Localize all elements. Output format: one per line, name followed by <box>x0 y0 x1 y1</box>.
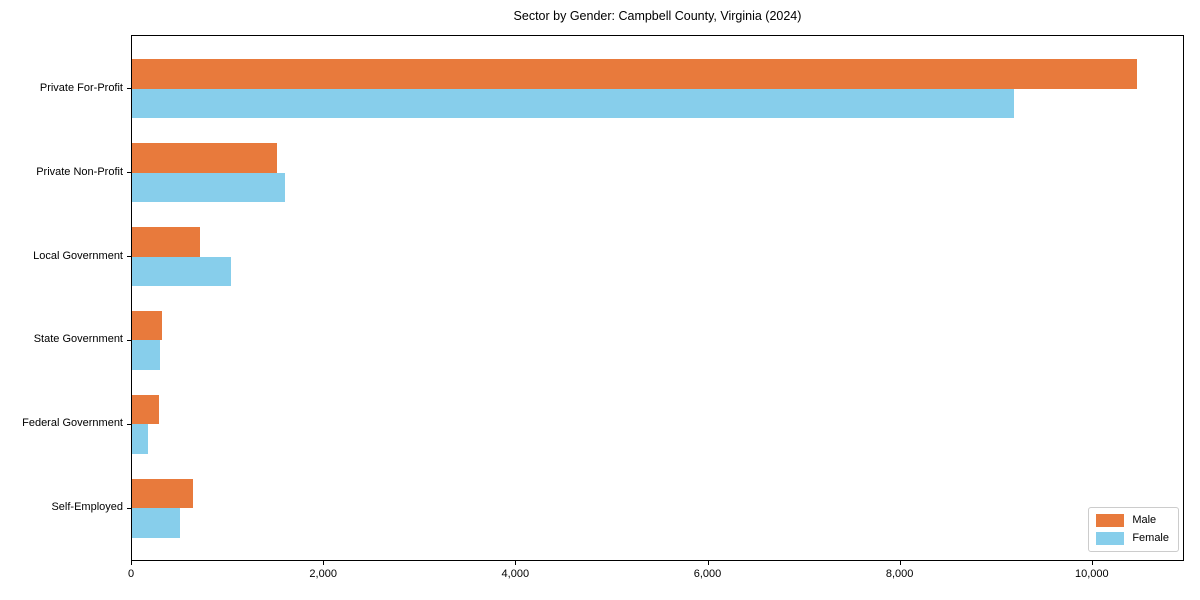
x-tick-label-4000: 4,000 <box>501 568 530 580</box>
y-tick-label-local-government: Local Government <box>33 249 123 262</box>
bar-male-federal-government <box>132 395 159 425</box>
y-tick-label-self-employed: Self-Employed <box>51 501 123 514</box>
bar-male-self-employed <box>132 478 193 509</box>
bar-male-state-government <box>132 311 163 341</box>
y-tick-mark <box>127 172 131 174</box>
x-tick-label-0: 0 <box>127 568 135 580</box>
plot-area: Male Female <box>131 35 1184 561</box>
x-tick-mark <box>1091 561 1093 565</box>
x-tick-mark <box>515 561 517 565</box>
x-tick-mark <box>131 561 132 565</box>
legend-label-male: Male <box>1132 514 1157 526</box>
y-tick-mark <box>127 88 131 90</box>
x-tick-label-2000: 2,000 <box>309 568 337 580</box>
y-tick-mark <box>127 256 131 258</box>
bar-female-state-government <box>132 340 161 370</box>
x-tick-label-8000: 8,000 <box>885 568 914 580</box>
y-tick-mark <box>127 507 131 509</box>
y-tick-label-private-non-profit: Private Non-Profit <box>36 165 123 178</box>
legend-item-female: Female <box>1096 532 1169 545</box>
chart-title: Sector by Gender: Campbell County, Virgi… <box>513 9 802 23</box>
y-tick-mark <box>127 423 131 425</box>
y-tick-label-state-government: State Government <box>33 333 123 346</box>
bar-male-local-government <box>132 227 200 257</box>
x-tick-mark <box>323 561 325 565</box>
bar-female-private-for-profit <box>132 88 1014 119</box>
legend: Male Female <box>1088 507 1179 552</box>
bar-male-private-non-profit <box>132 143 277 173</box>
legend-item-male: Male <box>1096 514 1169 527</box>
y-tick-label-private-for-profit: Private For-Profit <box>39 81 123 94</box>
bar-female-self-employed <box>132 508 180 538</box>
x-tick-mark <box>899 561 901 565</box>
bar-female-private-non-profit <box>132 172 286 203</box>
bar-female-local-government <box>132 256 231 286</box>
x-tick-label-6000: 6,000 <box>693 568 722 580</box>
female-swatch <box>1096 532 1125 545</box>
x-tick-mark <box>707 561 709 565</box>
bar-male-private-for-profit <box>132 59 1137 89</box>
legend-label-female: Female <box>1132 532 1169 544</box>
male-swatch <box>1096 514 1125 527</box>
y-tick-mark <box>127 339 131 341</box>
x-tick-label-10000: 10,000 <box>1074 568 1109 580</box>
bar-female-federal-government <box>132 424 148 454</box>
y-tick-label-federal-government: Federal Government <box>22 417 123 430</box>
